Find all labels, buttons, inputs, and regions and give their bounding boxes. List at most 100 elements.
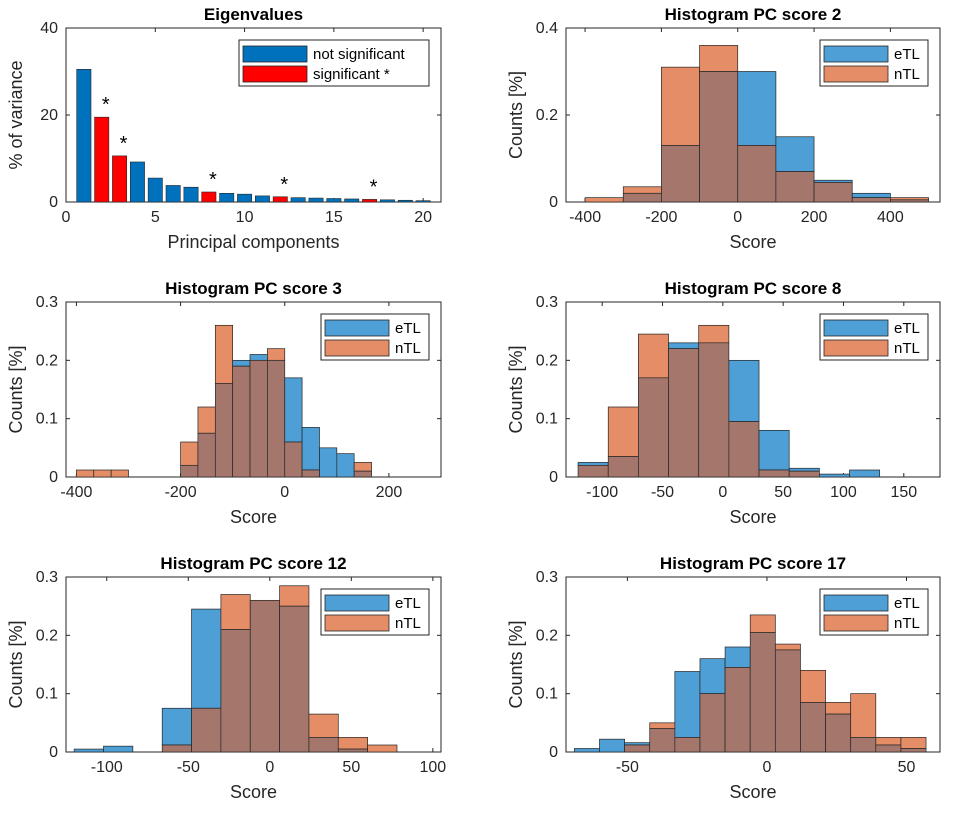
legend-swatch	[823, 45, 889, 63]
y-tick-label: 0	[549, 194, 558, 211]
significance-star: *	[102, 94, 110, 116]
etl-bar	[674, 671, 701, 738]
overlap-bar	[674, 737, 701, 753]
overlap-bar	[851, 197, 891, 203]
etl-bar	[737, 71, 777, 146]
y-tick-label: 0	[49, 469, 58, 486]
etl-bar	[319, 447, 338, 478]
y-tick-label: 40	[40, 20, 58, 37]
y-tick-label: 0.2	[36, 352, 58, 369]
ntl-bar	[180, 441, 199, 466]
histogram-chart-2: -400 -200 0 200 0 0.1 0.2 0.3 Histogram PC score…	[6, 279, 442, 527]
overlap-bar	[267, 359, 286, 478]
overlap-bar	[724, 667, 751, 753]
y-tick-label: 0.2	[536, 627, 558, 644]
overlap-bar	[249, 359, 268, 478]
x-tick-label: 0	[733, 209, 742, 226]
overlap-bar	[699, 693, 726, 753]
legend-label: nTL	[894, 340, 920, 357]
etl-bar	[819, 473, 850, 478]
y-tick-label: 0.2	[536, 352, 558, 369]
ntl-bar	[337, 737, 368, 750]
overlap-bar	[353, 470, 372, 478]
eigen-bar	[397, 199, 413, 203]
ntl-bar	[308, 713, 339, 738]
ntl-bar	[76, 469, 95, 478]
etl-bar	[73, 748, 104, 753]
ntl-bar	[699, 45, 739, 72]
overlap-bar	[813, 182, 853, 203]
legend-swatch	[324, 339, 390, 357]
eigen-bar	[272, 196, 288, 203]
ntl-bar	[698, 324, 730, 344]
overlap-bar	[900, 748, 927, 753]
ntl-bar	[367, 744, 398, 753]
etl-bar	[668, 342, 700, 350]
overlap-bar	[284, 441, 303, 478]
x-tick-label: -100	[586, 484, 618, 501]
overlap-bar	[661, 145, 700, 203]
overlap-bar	[249, 599, 280, 753]
etl-bar	[103, 745, 134, 753]
x-tick-label: 5	[151, 209, 160, 226]
overlap-bar	[301, 469, 320, 478]
ntl-bar	[353, 462, 372, 472]
ntl-bar	[622, 186, 662, 194]
y-axis-label: Counts [%]	[506, 345, 526, 433]
legend-label: eTL	[894, 595, 920, 612]
y-tick-label: 0.3	[536, 294, 558, 311]
chart-title: Histogram PC score 8	[665, 279, 842, 298]
etl-bar	[232, 359, 251, 367]
etl-bar	[284, 377, 303, 443]
overlap-bar	[622, 192, 662, 203]
overlap-bar	[699, 71, 739, 203]
x-tick-label: -200	[165, 484, 197, 501]
legend-swatch	[242, 65, 308, 83]
histogram-chart-5: -50 0 50 0 0.1 0.2 0.3 Histogram PC score 17 Sco…	[506, 554, 941, 802]
legend-label: nTL	[395, 615, 421, 632]
y-tick-label: 0.3	[36, 569, 58, 586]
y-axis-label: % of variance	[6, 60, 26, 169]
eigen-bar	[308, 197, 324, 203]
legend-swatch	[242, 45, 308, 63]
overlap-bar	[220, 629, 251, 753]
significance-star: *	[280, 174, 288, 196]
x-axis-label: Score	[230, 782, 277, 802]
legend-swatch	[324, 594, 390, 612]
eigen-bar	[112, 155, 128, 203]
ntl-bar	[197, 406, 216, 434]
etl-bar	[699, 658, 726, 695]
y-tick-label: 0.1	[36, 686, 58, 703]
x-tick-label: 200	[376, 484, 403, 501]
overlap-bar	[607, 456, 639, 478]
x-tick-label: 0	[763, 759, 772, 776]
overlap-bar	[875, 744, 902, 753]
legend-label: not significant	[313, 46, 406, 63]
x-tick-label: 15	[325, 209, 343, 226]
x-axis-label: Score	[729, 232, 776, 252]
etl-bar	[336, 453, 355, 478]
x-axis-label: Score	[230, 507, 277, 527]
overlap-bar	[788, 470, 820, 478]
ntl-bar	[110, 469, 129, 478]
y-tick-label: 20	[40, 107, 58, 124]
overlap-bar	[232, 365, 251, 478]
overlap-bar	[577, 464, 609, 478]
overlap-bar	[890, 199, 929, 203]
overlap-bar	[800, 702, 826, 753]
ntl-bar	[220, 594, 251, 630]
overlap-bar	[161, 744, 192, 753]
significance-star: *	[370, 176, 378, 198]
overlap-bar	[698, 342, 730, 478]
chart-title: Histogram PC score 2	[665, 5, 842, 24]
etl-bar	[574, 748, 600, 753]
chart-title: Eigenvalues	[204, 5, 303, 24]
legend-label: nTL	[395, 340, 421, 357]
y-axis-label: Counts [%]	[6, 345, 26, 433]
x-tick-label: 50	[342, 759, 360, 776]
x-tick-label: 20	[414, 209, 432, 226]
y-tick-label: 0	[49, 744, 58, 761]
overlap-bar	[638, 377, 669, 478]
eigen-bar	[165, 185, 181, 203]
etl-bar	[249, 354, 268, 361]
